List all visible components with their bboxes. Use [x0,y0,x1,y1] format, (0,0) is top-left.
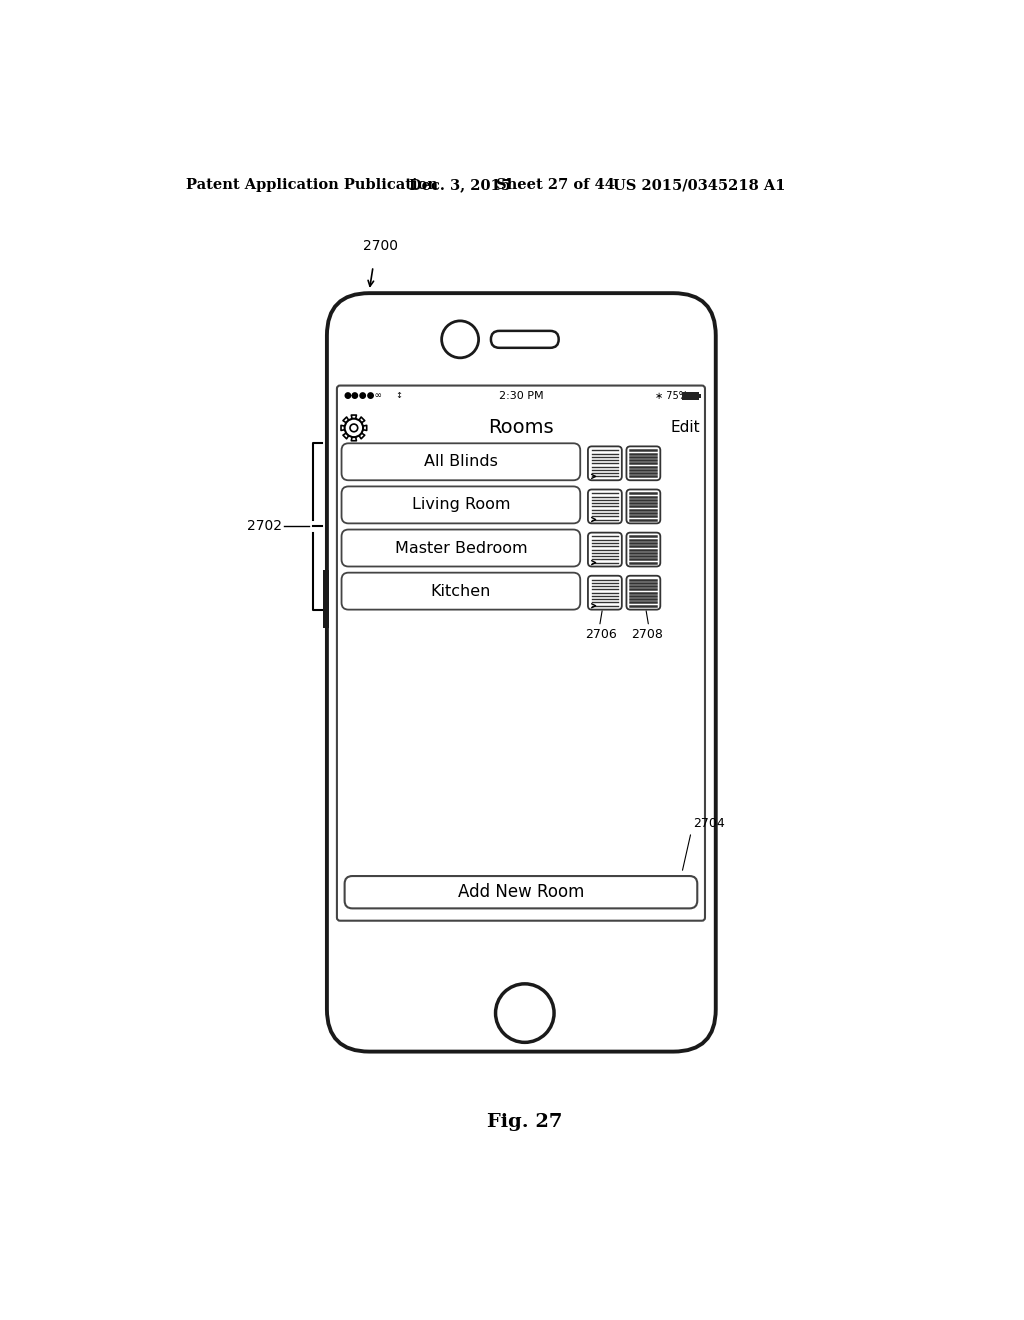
FancyBboxPatch shape [327,293,716,1052]
FancyBboxPatch shape [588,446,622,480]
Text: Rooms: Rooms [488,418,554,437]
Circle shape [350,424,357,432]
FancyBboxPatch shape [588,533,622,566]
Text: Add New Room: Add New Room [458,883,584,902]
FancyBboxPatch shape [342,444,581,480]
FancyBboxPatch shape [627,576,660,610]
Circle shape [441,321,478,358]
FancyBboxPatch shape [337,385,705,921]
Text: US 2015/0345218 A1: US 2015/0345218 A1 [612,178,785,193]
FancyBboxPatch shape [342,529,581,566]
Text: Edit: Edit [671,420,700,436]
Bar [323,570,330,628]
FancyBboxPatch shape [490,331,559,348]
Text: 2708: 2708 [631,628,664,642]
Text: 2706: 2706 [585,628,616,642]
Bar [698,395,701,397]
FancyBboxPatch shape [627,446,660,480]
FancyBboxPatch shape [342,487,581,524]
Text: Dec. 3, 2015: Dec. 3, 2015 [410,178,511,193]
Circle shape [496,983,554,1043]
Text: 2:30 PM: 2:30 PM [499,391,544,400]
FancyBboxPatch shape [345,876,697,908]
Bar [682,392,698,400]
Text: ↕: ↕ [395,391,402,400]
Text: Living Room: Living Room [412,498,510,512]
Text: Patent Application Publication: Patent Application Publication [186,178,438,193]
FancyBboxPatch shape [342,573,581,610]
Text: ∗ 75%: ∗ 75% [655,391,688,400]
FancyBboxPatch shape [627,490,660,524]
FancyBboxPatch shape [588,576,622,610]
Text: ●●●●∞: ●●●●∞ [343,391,382,400]
Circle shape [345,418,364,437]
FancyBboxPatch shape [627,533,660,566]
Text: 2704: 2704 [693,817,725,830]
Text: Sheet 27 of 44: Sheet 27 of 44 [496,178,614,193]
Text: All Blinds: All Blinds [424,454,498,470]
Text: 2700: 2700 [364,239,398,253]
Text: 2702: 2702 [247,520,283,533]
Text: Fig. 27: Fig. 27 [487,1114,562,1131]
FancyBboxPatch shape [588,490,622,524]
Text: Master Bedroom: Master Bedroom [394,540,527,556]
Text: Kitchen: Kitchen [431,583,492,599]
